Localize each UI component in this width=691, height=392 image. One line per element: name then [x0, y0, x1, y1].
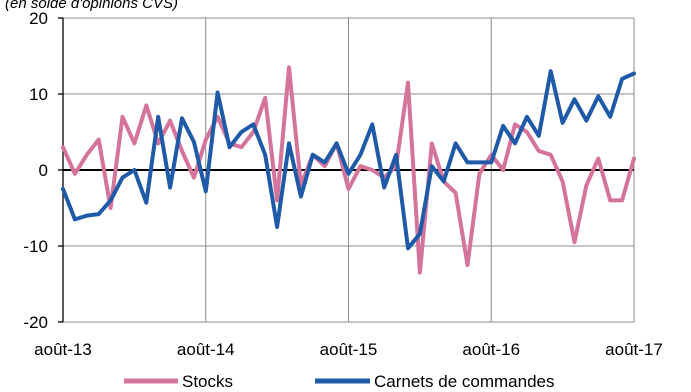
- x-tick-label: août-16: [462, 340, 520, 359]
- series-line-carnets-de-commandes: [61, 69, 636, 251]
- y-tick-label: -10: [23, 237, 48, 256]
- unit-label: (en solde d'opinions CVS): [5, 0, 178, 12]
- y-tick-label: 20: [29, 9, 48, 28]
- legend: Stocks Carnets de commandes: [124, 372, 554, 391]
- y-tick-label: 10: [29, 85, 48, 104]
- series-lines: [61, 65, 636, 275]
- x-tick-label: août-15: [320, 340, 378, 359]
- y-tick-label: -20: [23, 313, 48, 332]
- legend-label: Stocks: [182, 372, 233, 391]
- series-line-stocks: [61, 65, 636, 275]
- tick-labels: 20 10 0 -10 -20 août-13 août-14 août-15 août-16 a…: [23, 9, 662, 359]
- y-tick-label: 0: [39, 161, 48, 180]
- x-tick-label: août-13: [34, 340, 92, 359]
- legend-label: Carnets de commandes: [374, 372, 554, 391]
- x-tick-label: août-14: [177, 340, 235, 359]
- x-tick-label: août-17: [605, 340, 663, 359]
